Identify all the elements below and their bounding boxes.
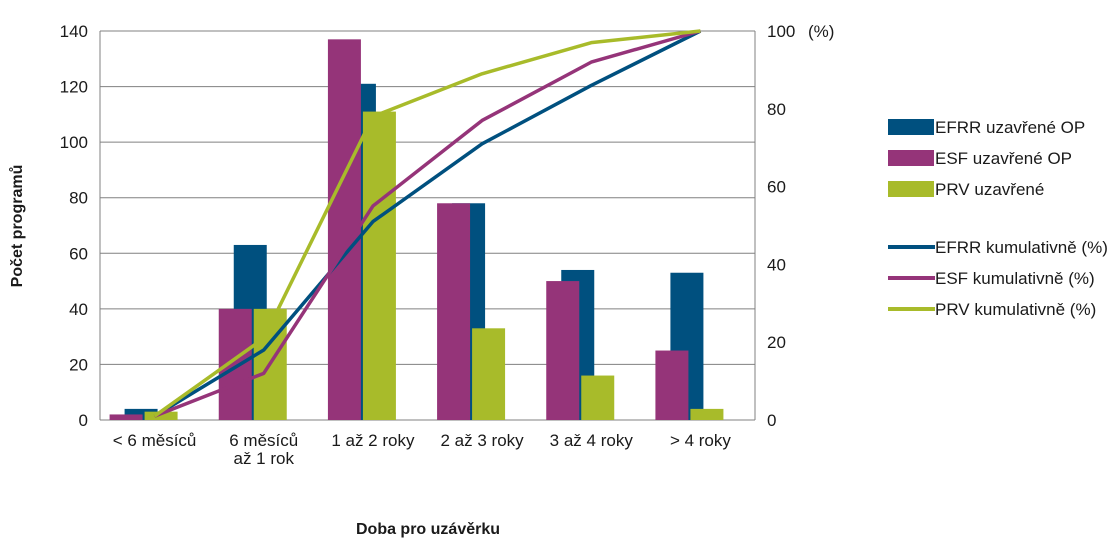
y2-tick-label: 60 <box>767 178 786 197</box>
legend-swatch-efrr-bar <box>888 119 934 135</box>
x-tick-label: 1 až 2 roky <box>331 431 415 450</box>
bar-prv <box>690 408 724 420</box>
legend-swatch-prv-bar <box>888 181 934 197</box>
x-tick-label: 6 měsíců až 1 rok <box>229 431 298 468</box>
y-tick-label: 40 <box>69 300 88 319</box>
y-axis-title: Počet programů <box>9 165 26 288</box>
y2-tick-label: 20 <box>767 333 786 352</box>
line-efrr-cumulative <box>153 29 702 418</box>
legend-label-efrr-line: EFRR kumulativně (%) <box>935 238 1108 257</box>
right-axis-unit: (%) <box>808 22 834 41</box>
bar-prv <box>472 328 506 420</box>
tick-labels: 0 20 40 60 80 100 120 140 0 20 40 60 80 100 <box>60 22 796 430</box>
x-tick-label: 3 až 4 roky <box>550 431 634 450</box>
bar-esf <box>109 414 143 420</box>
bar-esf <box>437 203 471 420</box>
legend-label-prv-line: PRV kumulativně (%) <box>935 300 1096 319</box>
y-tick-label: 20 <box>69 355 88 374</box>
legend-swatch-esf-bar <box>888 150 934 166</box>
legend-label-efrr-bar: EFRR uzavřené OP <box>935 118 1085 137</box>
x-tick-label: < 6 měsíců <box>113 431 197 450</box>
x-tick-label: > 4 roky <box>670 431 731 450</box>
y-tick-label: 100 <box>60 133 88 152</box>
y2-tick-label: 40 <box>767 255 786 274</box>
y2-tick-label: 80 <box>767 100 786 119</box>
category-labels: < 6 měsíců 6 měsíců až 1 rok 1 až 2 roky 2 a… <box>113 431 732 468</box>
line-esf-cumulative <box>153 29 701 418</box>
cumulative-lines <box>153 29 702 418</box>
y2-tick-label: 0 <box>767 411 776 430</box>
legend-label-prv-bar: PRV uzavřené <box>935 180 1044 199</box>
gridlines <box>99 30 756 421</box>
y-tick-label: 60 <box>69 244 88 263</box>
legend: EFRR uzavřené OP ESF uzavřené OP PRV uza… <box>888 118 1108 319</box>
y2-tick-label: 100 <box>767 22 795 41</box>
legend-label-esf-line: ESF kumulativně (%) <box>935 269 1095 288</box>
y-tick-label: 0 <box>79 411 88 430</box>
y-tick-label: 80 <box>69 189 88 208</box>
x-axis-title: Doba pro uzávěrku <box>356 521 500 538</box>
bar-esf <box>655 350 689 420</box>
y-tick-label: 140 <box>60 22 88 41</box>
bar-prv <box>581 375 615 420</box>
bars <box>109 39 724 421</box>
x-tick-label: 2 až 3 roky <box>441 431 525 450</box>
bar-esf <box>546 281 580 420</box>
y-tick-label: 120 <box>60 78 88 97</box>
bar-prv <box>144 411 178 420</box>
line-prv-cumulative <box>153 29 701 418</box>
bar-prv <box>362 111 396 420</box>
bar-esf <box>218 308 252 420</box>
legend-label-esf-bar: ESF uzavřené OP <box>935 149 1072 168</box>
